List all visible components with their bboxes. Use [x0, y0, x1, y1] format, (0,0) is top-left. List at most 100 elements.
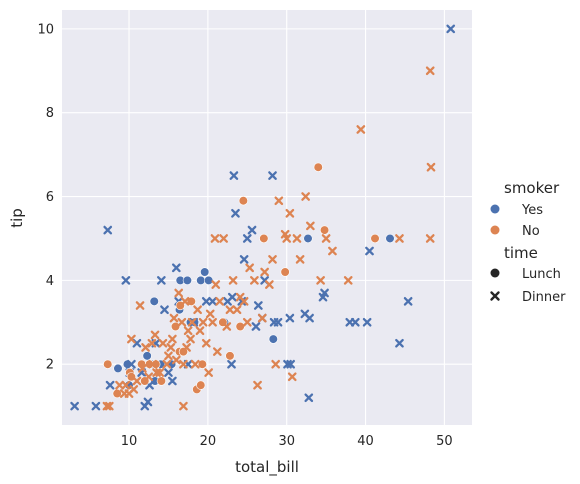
x-point-no-dinner: [282, 234, 292, 243]
x-point-no-dinner: [219, 234, 228, 243]
x-point-no-dinner: [150, 330, 160, 340]
x-point-no-dinner: [292, 234, 302, 243]
legend-dinner-marker-icon: [490, 291, 500, 301]
x-point-no-dinner: [132, 376, 142, 386]
x-point-no-dinner: [104, 401, 114, 411]
circle-point-no-lunch: [319, 225, 330, 235]
circle-point-no-lunch: [112, 388, 122, 399]
circle-point-no-lunch: [280, 267, 290, 277]
x-point-no-dinner: [201, 338, 211, 348]
y-tick-label: 2: [46, 358, 54, 373]
x-point-yes-dinner: [273, 317, 283, 327]
y-axis-label: tip: [8, 208, 26, 228]
legend-label-no: No: [522, 224, 540, 239]
x-point-yes-dinner: [164, 368, 173, 377]
x-point-yes-dinner: [127, 359, 136, 369]
x-point-yes-dinner: [305, 313, 314, 323]
x-point-no-dinner: [102, 401, 112, 411]
circle-point-yes-lunch: [113, 363, 123, 374]
x-point-yes-dinner: [350, 317, 360, 327]
x-point-no-dinner: [186, 334, 195, 344]
x-point-no-dinner: [180, 296, 190, 306]
x-point-yes-dinner: [121, 276, 131, 285]
x-point-no-dinner: [144, 372, 154, 382]
x-point-no-dinner: [211, 280, 221, 289]
circle-point-no-lunch: [370, 233, 380, 244]
x-point-yes-dinner: [231, 208, 240, 218]
x-point-yes-dinner: [160, 305, 169, 315]
circle-point-no-lunch: [170, 321, 181, 332]
legend-no-swatch: [490, 225, 500, 235]
x-point-no-dinner: [328, 246, 337, 256]
x-point-no-dinner: [169, 313, 179, 323]
x-point-yes-dinner: [286, 359, 296, 369]
x-point-no-dinner: [115, 380, 124, 390]
x-point-no-dinner: [195, 326, 205, 336]
x-point-no-dinner: [164, 351, 173, 361]
legend-label-yes: Yes: [521, 203, 543, 218]
x-tick-labels: 10 20 30 40 50: [121, 434, 453, 449]
x-point-no-dinner: [147, 338, 157, 348]
circle-point-yes-lunch: [200, 267, 210, 277]
x-point-yes-dinner: [403, 296, 413, 306]
x-tick-label: 20: [200, 434, 217, 449]
x-point-no-dinner: [260, 267, 269, 277]
x-point-no-dinner: [129, 385, 139, 394]
x-point-no-dinner: [295, 255, 305, 264]
x-axis-label: total_bill: [235, 458, 299, 477]
x-point-yes-dinner: [229, 171, 239, 180]
legend-label-lunch: Lunch: [522, 267, 561, 282]
x-point-no-dinner: [166, 343, 176, 352]
x-point-no-dinner: [179, 401, 188, 411]
x-point-no-dinner: [135, 301, 145, 310]
x-point-yes-dinner: [227, 292, 237, 302]
x-tick-label: 50: [436, 434, 453, 449]
x-point-no-dinner: [162, 359, 172, 369]
x-point-no-dinner: [155, 368, 165, 377]
x-point-no-dinner: [316, 276, 325, 285]
x-point-yes-dinner: [70, 401, 79, 411]
x-point-yes-dinner: [285, 313, 295, 323]
circle-point-no-lunch: [186, 296, 196, 306]
x-point-yes-dinner: [91, 401, 101, 411]
x-point-no-dinner: [215, 296, 225, 306]
x-point-no-dinner: [228, 276, 238, 285]
x-point-no-dinner: [212, 347, 222, 356]
x-point-no-dinner: [426, 162, 436, 172]
x-point-no-dinner: [356, 125, 366, 134]
legend-yes-swatch: [490, 204, 500, 214]
x-point-yes-dinner: [143, 397, 153, 407]
circle-point-no-lunch: [225, 351, 235, 361]
x-point-no-dinner: [343, 276, 353, 285]
circle-point-yes-lunch: [385, 233, 395, 244]
x-point-yes-dinner: [201, 296, 211, 306]
circle-point-no-lunch: [197, 359, 207, 369]
x-point-no-dinner: [182, 343, 191, 352]
x-point-no-dinner: [121, 380, 131, 390]
x-point-no-dinner: [127, 334, 136, 344]
x-point-yes-dinner: [304, 393, 314, 403]
x-point-no-dinner: [253, 380, 262, 390]
x-point-no-dinner: [287, 372, 297, 382]
circle-point-yes-lunch: [149, 296, 159, 306]
x-point-yes-dinner: [171, 263, 181, 273]
x-point-yes-dinner: [268, 171, 277, 180]
circle-point-no-lunch: [259, 233, 269, 244]
x-point-yes-dinner: [362, 317, 372, 327]
x-point-yes-dinner: [103, 225, 113, 235]
x-point-no-dinner: [265, 280, 274, 289]
x-point-no-dinner: [285, 208, 295, 218]
circle-point-no-lunch: [196, 380, 206, 390]
y-tick-label: 6: [46, 190, 54, 205]
circle-point-no-lunch: [238, 196, 248, 206]
circle-point-no-lunch: [235, 321, 245, 332]
x-point-yes-dinner: [239, 255, 249, 264]
x-point-no-dinner: [301, 192, 310, 201]
x-point-no-dinner: [204, 368, 214, 377]
x-point-yes-dinner: [105, 380, 115, 390]
x-point-no-dinner: [425, 234, 435, 243]
x-point-no-dinner: [245, 263, 255, 273]
circle-point-yes-lunch: [196, 275, 206, 285]
circle-point-yes-lunch: [182, 275, 192, 285]
